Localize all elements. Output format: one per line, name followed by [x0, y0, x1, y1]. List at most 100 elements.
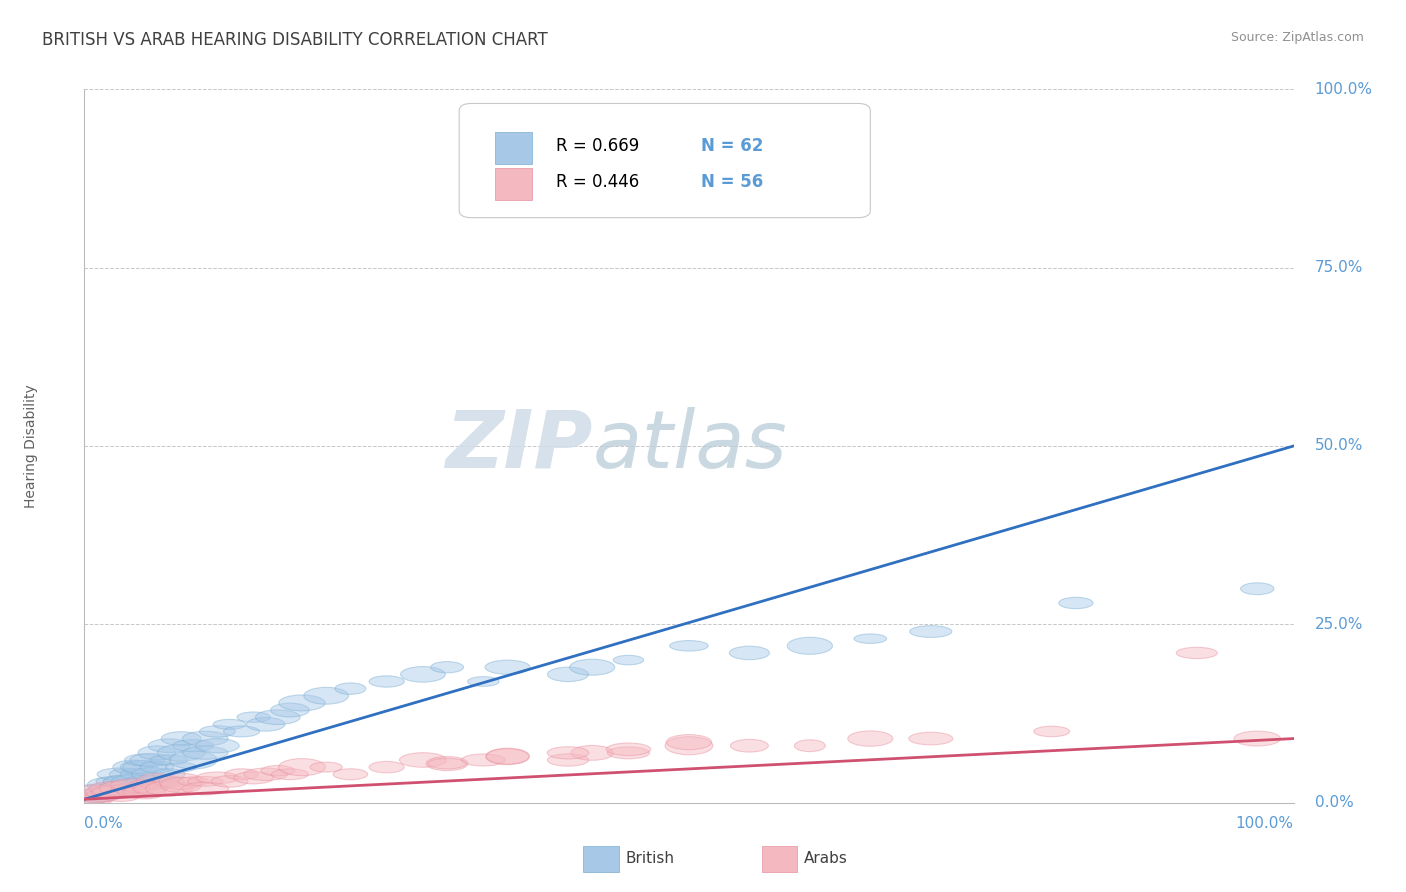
Ellipse shape	[86, 789, 120, 802]
Ellipse shape	[197, 772, 239, 784]
Ellipse shape	[200, 726, 235, 737]
Ellipse shape	[233, 772, 274, 784]
Ellipse shape	[118, 788, 148, 797]
Ellipse shape	[160, 777, 201, 793]
Ellipse shape	[211, 776, 247, 787]
Ellipse shape	[794, 739, 825, 752]
Ellipse shape	[129, 780, 160, 790]
Ellipse shape	[848, 731, 893, 747]
Text: 25.0%: 25.0%	[1315, 617, 1362, 632]
Text: 100.0%: 100.0%	[1236, 816, 1294, 831]
Ellipse shape	[112, 760, 153, 774]
Ellipse shape	[150, 755, 188, 765]
Ellipse shape	[91, 783, 127, 794]
Text: N = 56: N = 56	[702, 173, 763, 191]
Ellipse shape	[569, 659, 614, 675]
Ellipse shape	[311, 762, 342, 772]
Ellipse shape	[169, 751, 217, 769]
Text: Arabs: Arabs	[804, 852, 848, 866]
FancyBboxPatch shape	[460, 103, 870, 218]
Ellipse shape	[121, 768, 157, 780]
Ellipse shape	[76, 789, 117, 803]
Text: R = 0.446: R = 0.446	[555, 173, 640, 191]
Ellipse shape	[547, 667, 589, 681]
Ellipse shape	[83, 790, 122, 801]
Ellipse shape	[270, 703, 309, 717]
Ellipse shape	[427, 758, 467, 769]
Text: R = 0.669: R = 0.669	[555, 137, 640, 155]
Text: atlas: atlas	[592, 407, 787, 485]
Ellipse shape	[1240, 582, 1274, 595]
Text: Source: ZipAtlas.com: Source: ZipAtlas.com	[1230, 31, 1364, 45]
Ellipse shape	[225, 769, 259, 780]
Ellipse shape	[97, 768, 145, 780]
Text: N = 62: N = 62	[702, 137, 763, 155]
Ellipse shape	[486, 748, 529, 764]
Ellipse shape	[125, 754, 165, 766]
Ellipse shape	[73, 784, 121, 800]
Ellipse shape	[157, 745, 205, 761]
Text: 0.0%: 0.0%	[1315, 796, 1354, 810]
Ellipse shape	[177, 777, 208, 786]
Text: 75.0%: 75.0%	[1315, 260, 1362, 275]
Ellipse shape	[100, 780, 141, 797]
Ellipse shape	[401, 666, 446, 682]
Ellipse shape	[187, 776, 224, 787]
Ellipse shape	[606, 743, 651, 756]
Ellipse shape	[145, 781, 193, 796]
Text: British: British	[626, 852, 675, 866]
Ellipse shape	[183, 731, 228, 746]
Ellipse shape	[731, 739, 768, 752]
FancyBboxPatch shape	[495, 132, 531, 164]
Ellipse shape	[430, 662, 464, 673]
Ellipse shape	[129, 754, 172, 766]
Ellipse shape	[162, 731, 201, 746]
Ellipse shape	[426, 756, 468, 771]
Ellipse shape	[111, 784, 142, 793]
Ellipse shape	[138, 775, 176, 788]
Ellipse shape	[132, 781, 181, 796]
Ellipse shape	[607, 747, 650, 759]
Ellipse shape	[613, 656, 644, 665]
Ellipse shape	[730, 646, 769, 660]
Ellipse shape	[547, 747, 589, 759]
Ellipse shape	[278, 758, 325, 776]
Ellipse shape	[90, 781, 128, 796]
Ellipse shape	[485, 748, 530, 764]
Ellipse shape	[110, 779, 155, 791]
Ellipse shape	[136, 773, 177, 789]
Ellipse shape	[173, 739, 214, 752]
Ellipse shape	[246, 717, 285, 731]
Ellipse shape	[96, 776, 134, 787]
Ellipse shape	[183, 747, 228, 759]
Text: 50.0%: 50.0%	[1315, 439, 1362, 453]
Ellipse shape	[122, 761, 167, 773]
Ellipse shape	[87, 777, 129, 793]
Ellipse shape	[278, 695, 325, 711]
Text: BRITISH VS ARAB HEARING DISABILITY CORRELATION CHART: BRITISH VS ARAB HEARING DISABILITY CORRE…	[42, 31, 548, 49]
Text: Hearing Disability: Hearing Disability	[24, 384, 38, 508]
Ellipse shape	[238, 712, 270, 723]
Ellipse shape	[121, 760, 157, 774]
Ellipse shape	[853, 634, 887, 643]
Ellipse shape	[73, 785, 121, 799]
Ellipse shape	[110, 769, 143, 780]
Ellipse shape	[181, 782, 229, 795]
Ellipse shape	[1234, 731, 1281, 746]
Ellipse shape	[103, 775, 150, 788]
Ellipse shape	[1177, 648, 1218, 658]
Ellipse shape	[333, 769, 367, 780]
Ellipse shape	[368, 762, 405, 772]
Ellipse shape	[256, 710, 299, 724]
Ellipse shape	[669, 640, 709, 651]
Ellipse shape	[132, 767, 170, 781]
Ellipse shape	[787, 637, 832, 655]
Text: ZIP: ZIP	[444, 407, 592, 485]
Ellipse shape	[91, 786, 138, 798]
Ellipse shape	[368, 676, 405, 687]
Text: 0.0%: 0.0%	[84, 816, 124, 831]
Ellipse shape	[271, 769, 308, 780]
Ellipse shape	[571, 746, 613, 760]
Ellipse shape	[1059, 598, 1092, 608]
Text: 100.0%: 100.0%	[1315, 82, 1372, 96]
